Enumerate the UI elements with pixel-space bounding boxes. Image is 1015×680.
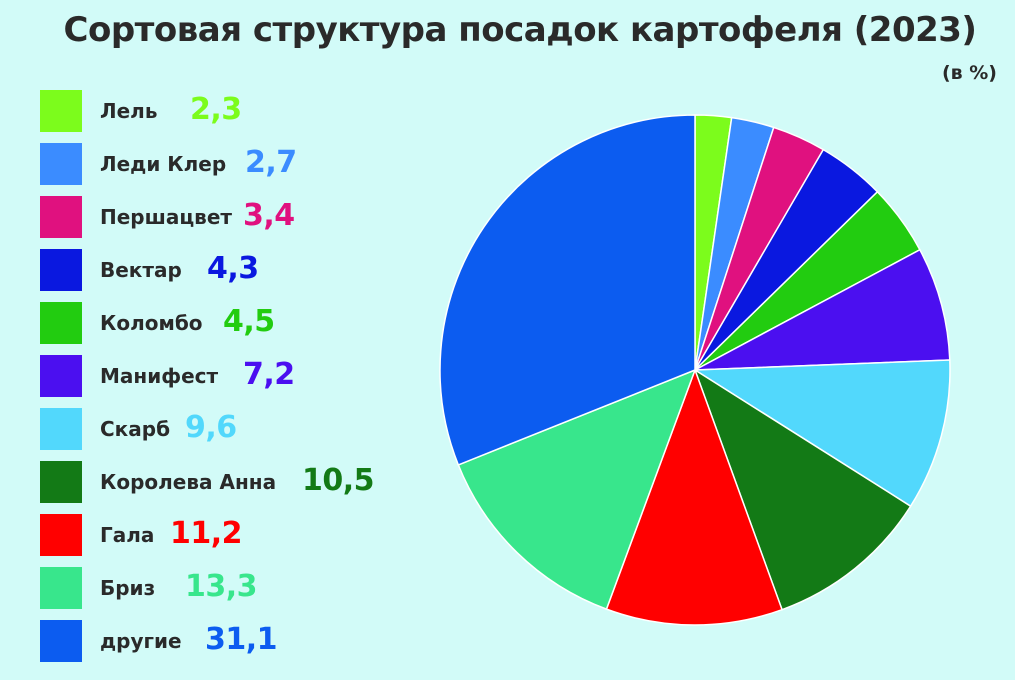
legend-swatch: [40, 90, 82, 132]
legend-swatch: [40, 143, 82, 185]
legend-value: 3,4: [243, 198, 295, 233]
legend-swatch: [40, 514, 82, 556]
legend-label: другие: [100, 629, 182, 653]
legend-label: Бриз: [100, 576, 156, 600]
pie-slice: [605, 367, 784, 626]
legend-value: 11,2: [170, 516, 243, 551]
legend-swatch: [40, 567, 82, 609]
legend-item: Вектар 4,3: [40, 249, 420, 291]
legend-item: Гала 11,2: [40, 514, 420, 556]
legend-label: Першацвет: [100, 205, 232, 229]
pie-slice: [694, 248, 951, 371]
legend-label: Гала: [100, 523, 155, 547]
legend-swatch: [40, 461, 82, 503]
legend-item: Манифест 7,2: [40, 355, 420, 397]
legend-value: 4,3: [207, 251, 259, 286]
legend-label: Леди Клер: [100, 152, 227, 176]
legend-label: Лель: [100, 99, 158, 123]
pie-slice: [439, 114, 696, 466]
chart-title: Сортовая структура посадок картофеля (20…: [63, 10, 977, 50]
legend-label: Скарб: [100, 417, 171, 441]
legend-swatch: [40, 196, 82, 238]
legend-item: Скарб 9,6: [40, 408, 420, 450]
legend-value: 31,1: [205, 622, 278, 657]
legend-item: Леди Клер 2,7: [40, 143, 420, 185]
pie-slice: [693, 368, 912, 611]
legend-item: Першацвет 3,4: [40, 196, 420, 238]
legend-item: Бриз 13,3: [40, 567, 420, 609]
legend-swatch: [40, 249, 82, 291]
legend-label: Коломбо: [100, 311, 203, 335]
legend-swatch: [40, 620, 82, 662]
legend-value: 2,7: [245, 145, 297, 180]
legend-label: Манифест: [100, 364, 219, 388]
legend-item: Коломбо 4,5: [40, 302, 420, 344]
legend-swatch: [40, 302, 82, 344]
legend-item: другие 31,1: [40, 620, 420, 662]
legend-value: 4,5: [223, 304, 275, 339]
unit-label: (в %): [941, 62, 997, 84]
legend-value: 2,3: [190, 92, 242, 127]
legend-item: Лель 2,3: [40, 90, 420, 132]
legend-item: Королева Анна 10,5: [40, 461, 420, 503]
legend-label: Вектар: [100, 258, 182, 282]
legend-swatch: [40, 355, 82, 397]
legend-label: Королева Анна: [100, 470, 277, 494]
legend-value: 10,5: [302, 463, 375, 498]
pie-slice: [692, 359, 951, 508]
pie-slice: [457, 368, 697, 611]
legend-value: 7,2: [243, 357, 295, 392]
legend-swatch: [40, 408, 82, 450]
legend-value: 9,6: [185, 410, 237, 445]
legend-value: 13,3: [185, 569, 258, 604]
